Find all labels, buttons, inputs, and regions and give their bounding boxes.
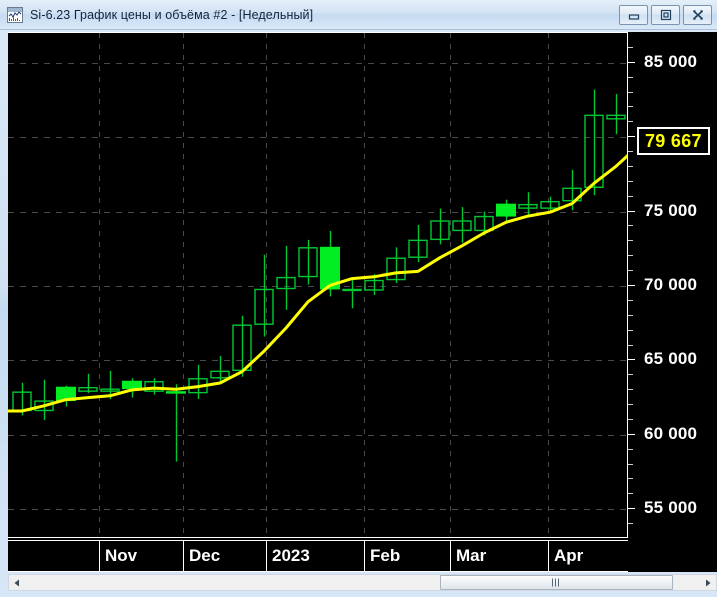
price-tick	[628, 359, 635, 360]
price-minor-tick	[628, 315, 633, 316]
price-minor-tick	[628, 523, 633, 524]
chart-window-icon	[7, 7, 23, 23]
scroll-right-icon	[706, 579, 711, 586]
price-minor-tick	[628, 464, 633, 465]
price-minor-tick	[628, 478, 633, 479]
minimize-button[interactable]	[619, 5, 648, 25]
price-minor-tick	[628, 151, 633, 152]
price-minor-tick	[628, 166, 633, 167]
scrollbar-thumb[interactable]	[440, 575, 673, 590]
time-axis-label-dec: Dec	[183, 541, 266, 571]
time-axis-label-nov: Nov	[99, 541, 183, 571]
price-minor-tick	[628, 330, 633, 331]
price-tick	[628, 285, 635, 286]
price-tick	[628, 62, 635, 63]
price-minor-tick	[628, 47, 633, 48]
price-minor-tick	[628, 106, 633, 107]
price-plot-area[interactable]	[8, 32, 628, 538]
scroll-right-button[interactable]	[700, 575, 716, 590]
chart-container: 85 000 75 000 70 000 65 000 60 000 55 000 79 …	[8, 32, 717, 572]
price-minor-tick	[628, 419, 633, 420]
price-minor-tick	[628, 181, 633, 182]
price-minor-tick	[628, 389, 633, 390]
restore-button[interactable]	[651, 5, 680, 25]
time-axis-label-2023: 2023	[266, 541, 364, 571]
horizontal-scrollbar[interactable]	[8, 574, 717, 591]
price-minor-tick	[628, 255, 633, 256]
price-tick-label: 85 000	[644, 52, 698, 71]
scroll-grip-icon	[552, 578, 561, 587]
price-minor-tick	[628, 225, 633, 226]
scroll-left-button[interactable]	[9, 575, 25, 590]
scroll-left-icon	[14, 579, 19, 586]
price-minor-tick	[628, 121, 633, 122]
price-tick	[628, 434, 635, 435]
close-icon	[692, 10, 703, 20]
scrollbar-track[interactable]	[25, 575, 700, 590]
price-tick-label: 55 000	[644, 498, 698, 517]
price-minor-tick	[628, 493, 633, 494]
price-tick	[628, 508, 635, 509]
price-minor-tick	[628, 449, 633, 450]
price-minor-tick	[628, 374, 633, 375]
close-button[interactable]	[683, 5, 712, 25]
price-tick	[628, 136, 635, 137]
price-tick-label: 70 000	[644, 275, 698, 294]
time-axis-label-apr: Apr	[548, 541, 628, 571]
current-price-marker: 79 667	[637, 127, 710, 155]
price-minor-tick	[628, 404, 633, 405]
time-axis-label-mar: Mar	[450, 541, 548, 571]
price-minor-tick	[628, 92, 633, 93]
time-axis[interactable]: Nov Dec 2023 Feb Mar Apr	[8, 540, 628, 572]
time-axis-label-feb: Feb	[364, 541, 450, 571]
restore-icon	[660, 9, 671, 21]
candlestick-chart	[8, 33, 627, 537]
price-minor-tick	[628, 345, 633, 346]
price-tick-label: 65 000	[644, 349, 698, 368]
title-bar[interactable]: Si-6.23 График цены и объёма #2 - [Недел…	[0, 0, 717, 30]
minimize-icon	[628, 14, 639, 20]
window-title: Si-6.23 График цены и объёма #2 - [Недел…	[30, 8, 314, 22]
price-minor-tick	[628, 77, 633, 78]
price-tick-label: 75 000	[644, 201, 698, 220]
price-minor-tick	[628, 270, 633, 271]
price-tick	[628, 211, 635, 212]
price-minor-tick	[628, 240, 633, 241]
price-minor-tick	[628, 196, 633, 197]
current-price-label: 79 667	[645, 130, 702, 151]
price-tick-label: 60 000	[644, 424, 698, 443]
price-minor-tick	[628, 300, 633, 301]
window-controls	[619, 5, 712, 26]
price-axis[interactable]: 85 000 75 000 70 000 65 000 60 000 55 000 79 …	[628, 32, 717, 538]
